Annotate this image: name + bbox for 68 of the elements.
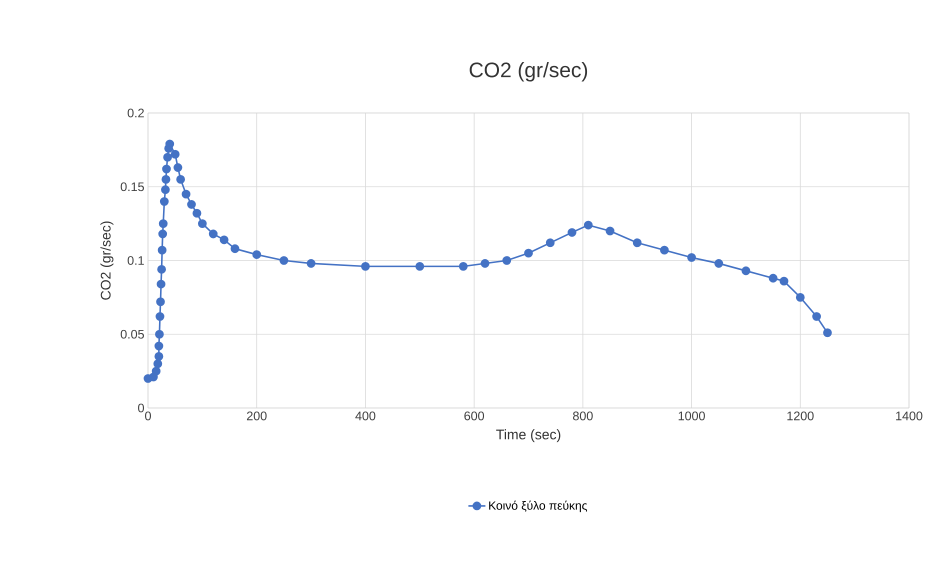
x-tick-label: 1400: [896, 412, 922, 420]
legend-label: Κοινό ξύλο πεύκης: [489, 500, 588, 512]
point: [524, 248, 533, 258]
point: [198, 219, 207, 228]
x-tick-label: 0: [145, 412, 151, 420]
point: [157, 264, 166, 274]
x-tick-label: 400: [355, 412, 376, 420]
point: [796, 292, 805, 302]
point: [152, 366, 161, 376]
y-tick-label: 0.2: [128, 108, 144, 118]
point: [714, 259, 724, 268]
x-tick-label: 600: [464, 412, 484, 420]
y-tick-label: 0.1: [128, 256, 144, 265]
point: [192, 208, 202, 218]
x-axis-title: Time (sec): [496, 429, 560, 442]
point: [170, 150, 180, 159]
point: [823, 328, 832, 338]
point: [161, 185, 170, 194]
point: [480, 259, 490, 268]
point: [584, 220, 593, 230]
point: [156, 297, 165, 306]
point: [154, 352, 164, 361]
point: [158, 246, 167, 255]
point: [568, 228, 576, 237]
y-tick-label: 0.15: [120, 182, 144, 192]
point: [174, 163, 182, 172]
point: [280, 256, 288, 265]
x-tick-label: 200: [246, 412, 267, 420]
x-tick-label: 1200: [787, 412, 814, 420]
point: [163, 152, 172, 162]
y-tick-label: 0: [138, 404, 144, 412]
point: [546, 238, 555, 248]
point: [160, 197, 169, 206]
point: [154, 342, 164, 350]
point: [176, 174, 186, 184]
point: [220, 235, 228, 244]
x-tick-label: 800: [573, 412, 593, 420]
point: [187, 200, 196, 209]
point: [812, 312, 821, 321]
point: [252, 250, 262, 259]
point: [687, 253, 696, 262]
point: [158, 230, 168, 238]
y-tick-label: 0.05: [120, 330, 144, 339]
point: [361, 262, 370, 271]
point: [606, 226, 614, 236]
point: [306, 259, 316, 268]
point: [660, 246, 669, 255]
point: [458, 262, 468, 271]
point: [162, 164, 171, 174]
point: [208, 230, 218, 238]
point: [780, 276, 788, 286]
point: [153, 359, 162, 368]
point: [158, 219, 168, 228]
point: [230, 244, 240, 254]
point: [156, 312, 164, 321]
chart-title: CO2 (gr/sec): [470, 62, 588, 82]
point: [742, 266, 750, 276]
point: [165, 140, 174, 148]
point: [415, 262, 424, 271]
x-tick-label: 1000: [678, 412, 705, 420]
point: [768, 274, 778, 283]
point: [502, 256, 512, 265]
point: [162, 174, 170, 184]
point: [182, 190, 190, 198]
y-axis-title: CO2 (gr/sec): [100, 221, 114, 300]
point: [156, 280, 166, 288]
point: [155, 330, 164, 339]
point: [632, 238, 642, 248]
